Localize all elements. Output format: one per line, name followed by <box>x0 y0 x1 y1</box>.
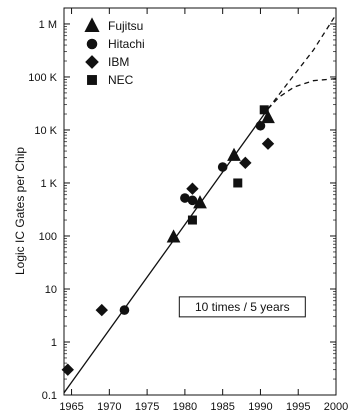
y-tick-label: 100 K <box>28 72 57 84</box>
nec-point <box>187 215 197 225</box>
y-tick-label: 10 K <box>34 125 57 137</box>
annotation-box <box>178 296 306 318</box>
ibm-point <box>186 182 199 195</box>
projection-trend-line <box>267 77 337 110</box>
nec-legend-marker <box>87 75 97 85</box>
fujitsu-point <box>261 109 275 124</box>
fujitsu-point <box>227 147 241 161</box>
x-tick-label: 1985 <box>210 401 234 413</box>
y-tick-label: 100 <box>39 231 57 243</box>
ibm-point <box>61 363 74 376</box>
annotation-label: 10 times / 5 years <box>195 300 290 314</box>
x-tick-label: 1975 <box>135 401 159 413</box>
x-tick-label: 1965 <box>59 401 83 413</box>
hitachi-point <box>119 305 130 315</box>
historical-trend-line <box>63 108 269 394</box>
hitachi-legend-label: Hitachi <box>108 37 145 51</box>
y-tick-label: 10 <box>45 284 57 296</box>
hitachi-point <box>187 195 198 206</box>
fujitsu-point <box>193 195 207 209</box>
fujitsu-point <box>166 229 181 243</box>
x-tick-label: 2000 <box>324 401 348 413</box>
ibm-point <box>95 303 108 317</box>
x-tick-label: 1980 <box>173 401 197 413</box>
hitachi-point <box>217 162 228 172</box>
y-tick-label: 1 M <box>39 19 57 31</box>
y-axis-title: Logic IC Gates per Chip <box>13 147 27 275</box>
x-tick-label: 1995 <box>286 401 310 413</box>
y-tick-labels: 0.1 1 10 100 1 K 10 K 100 K 1 M <box>28 19 57 402</box>
ibm-point <box>239 156 252 170</box>
x-tick-labels: 1965 1970 1975 1980 1985 1990 1995 2000 <box>59 401 348 413</box>
x-tick-label: 1970 <box>97 401 121 413</box>
ibm-legend-marker <box>85 55 99 69</box>
nec-legend-label: NEC <box>108 73 134 87</box>
hitachi-point <box>255 120 266 131</box>
nec-point <box>233 178 243 188</box>
ibm-point <box>261 137 275 150</box>
y-tick-label: 1 <box>51 337 57 349</box>
legend: Fujitsu Hitachi IBM NEC <box>84 17 145 87</box>
tick-lines <box>64 8 337 396</box>
y-tick-label: 1 K <box>40 178 57 190</box>
hitachi-point <box>180 193 190 203</box>
ibm-legend-label: IBM <box>108 55 129 69</box>
projection-trend-line <box>267 14 337 110</box>
x-tick-label: 1990 <box>248 401 272 413</box>
y-tick-label: 0.1 <box>42 390 57 402</box>
plot-area-frame <box>63 7 337 396</box>
annotation: 10 times / 5 years <box>178 296 306 318</box>
fujitsu-legend-marker <box>84 17 100 32</box>
hitachi-legend-marker <box>86 38 98 50</box>
nec-point <box>259 105 269 115</box>
fujitsu-legend-label: Fujitsu <box>108 19 143 33</box>
data-points <box>61 105 275 376</box>
